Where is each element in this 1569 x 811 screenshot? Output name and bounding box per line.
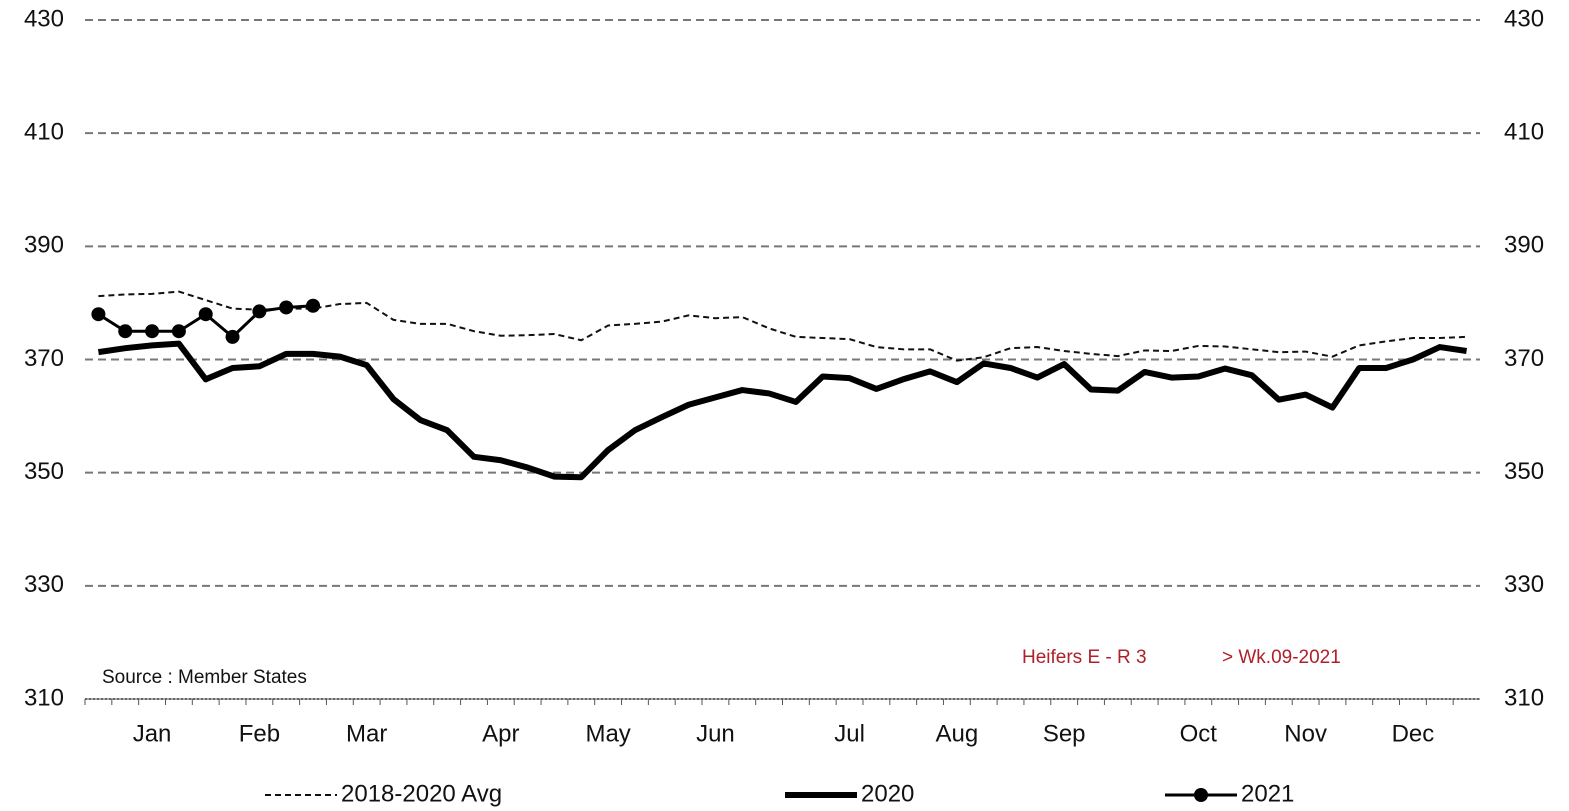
x-tick-label: Nov [1284, 720, 1327, 747]
legend-label: 2021 [1241, 780, 1294, 807]
y-tick-label: 410 [24, 119, 64, 146]
y-tick-label: 350 [24, 458, 64, 485]
legend-marker [1194, 788, 1208, 802]
y-tick-label: 430 [24, 5, 64, 32]
y2-tick-label: 310 [1504, 684, 1544, 711]
x-tick-label: Feb [239, 720, 280, 747]
y2-tick-label: 410 [1504, 119, 1544, 146]
x-tick-label: Aug [936, 720, 979, 747]
point [225, 329, 240, 344]
x-tick-label: Apr [482, 720, 519, 747]
point [145, 324, 160, 339]
point [306, 298, 321, 313]
x-tick-label: Dec [1392, 720, 1435, 747]
y2-tick-label: 350 [1504, 458, 1544, 485]
annotation: > Wk.09-2021 [1222, 647, 1341, 668]
annotation: Heifers E - R 3 [1022, 647, 1147, 668]
y2-tick-label: 390 [1504, 232, 1544, 259]
point [279, 300, 294, 315]
y2-tick-label: 330 [1504, 571, 1544, 598]
x-tick-label: Jul [834, 720, 865, 747]
y-tick-label: 390 [24, 232, 64, 259]
point [198, 307, 213, 322]
y2-tick-label: 370 [1504, 345, 1544, 372]
point [118, 324, 133, 339]
y-tick-label: 310 [24, 684, 64, 711]
y-tick-label: 370 [24, 345, 64, 372]
x-tick-label: Jan [133, 720, 172, 747]
line-series [98, 290, 1467, 362]
line-series [97, 340, 1468, 481]
point [91, 307, 106, 322]
x-tick-label: Mar [346, 720, 387, 747]
x-tick-label: May [585, 720, 630, 747]
legend-label: 2018-2020 Avg [341, 780, 502, 807]
source-note: Source : Member States [102, 667, 307, 688]
y2-tick-label: 430 [1504, 5, 1544, 32]
x-tick-label: Oct [1180, 720, 1218, 747]
point [171, 324, 186, 339]
y-tick-label: 330 [24, 571, 64, 598]
legend-label: 2020 [861, 780, 914, 807]
x-tick-label: Sep [1043, 720, 1086, 747]
point [252, 304, 267, 319]
x-tick-label: Jun [696, 720, 735, 747]
